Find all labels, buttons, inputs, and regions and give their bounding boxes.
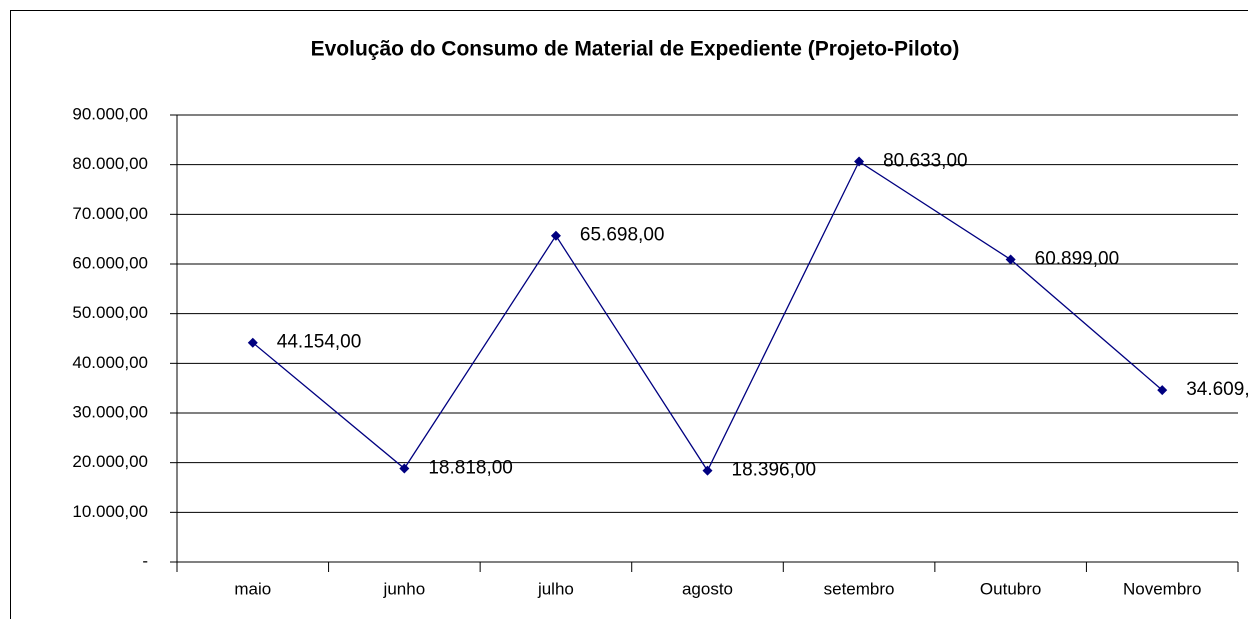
data-label: 44.154,00: [277, 332, 362, 353]
data-point: [1005, 254, 1016, 265]
data-point: [550, 230, 561, 241]
chart-title: Evolução do Consumo de Material de Exped…: [311, 38, 960, 61]
x-tick-label: agosto: [682, 579, 733, 598]
data-label: 60.899,00: [1035, 249, 1120, 270]
data-line: [252, 160, 1163, 472]
y-tick-label: 30.000,00: [72, 402, 148, 421]
data-label: 18.818,00: [428, 458, 513, 479]
data-label: 80.633,00: [883, 151, 968, 172]
data-label: 65.698,00: [580, 225, 665, 246]
x-tick-label: junho: [383, 579, 426, 598]
data-point: [702, 465, 713, 476]
y-tick-label: 40.000,00: [72, 353, 148, 372]
y-tick-label: 60.000,00: [72, 253, 148, 272]
data-point: [399, 463, 410, 474]
y-tick-label: 20.000,00: [72, 452, 148, 471]
data-point: [854, 156, 865, 167]
y-tick-label: -: [142, 551, 148, 570]
data-label: 18.396,00: [732, 460, 817, 481]
x-tick-label: Novembro: [1123, 579, 1201, 598]
data-label: 34.609,00: [1186, 379, 1248, 400]
x-tick-label: maio: [234, 579, 271, 598]
y-tick-label: 90.000,00: [72, 104, 148, 123]
data-point: [1157, 385, 1168, 396]
y-tick-label: 70.000,00: [72, 204, 148, 223]
y-tick-label: 50.000,00: [72, 303, 148, 322]
y-tick-label: 80.000,00: [72, 154, 148, 173]
data-point: [247, 337, 258, 348]
y-tick-label: 10.000,00: [72, 502, 148, 521]
x-tick-label: Outubro: [980, 579, 1041, 598]
x-tick-label: setembro: [824, 579, 895, 598]
x-tick-label: julho: [537, 579, 574, 598]
